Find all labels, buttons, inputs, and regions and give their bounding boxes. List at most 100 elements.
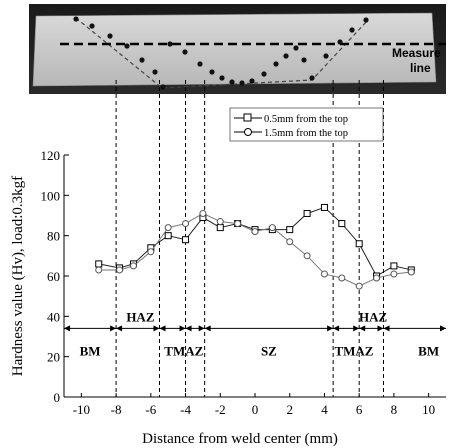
x-tick-label-1: -8 [111, 402, 122, 417]
series-1-point-17 [390, 270, 398, 278]
zone-arrowhead-right-2 [153, 325, 160, 332]
series-1-point-13 [320, 270, 328, 278]
indentation-dot-12 [229, 79, 235, 85]
series-0-point-7 [216, 224, 224, 232]
zone-label-1: HAZ [126, 309, 155, 324]
series-1-point-7 [216, 218, 224, 226]
series-line-1 [98, 212, 412, 287]
series-1-point-16 [373, 274, 381, 282]
series-0-point-13 [320, 203, 328, 211]
zone-arrowhead-right-8 [440, 325, 446, 332]
y-tick-label-4: 80 [47, 229, 60, 244]
series-1-point-15 [355, 282, 363, 290]
indentation-dot-21 [323, 53, 329, 59]
series-1 [95, 209, 415, 290]
indentation-dot-5 [152, 69, 158, 75]
series-1-point-10 [268, 224, 276, 232]
indentation-dot-1 [89, 23, 95, 29]
zone-arrowhead-left-7 [383, 325, 390, 332]
series-1-point-12 [303, 252, 311, 260]
legend-box [229, 107, 384, 142]
legend: 0.5mm from the top 1.5mm from the top [229, 107, 384, 142]
x-tick-label-6: 2 [286, 402, 293, 417]
measure-label-line-1: Measure [392, 46, 441, 60]
indentation-dot-20 [309, 75, 315, 81]
series-1-point-6 [199, 209, 207, 217]
indentation-dot-18 [293, 45, 299, 51]
measure-label-line-2: line [410, 61, 431, 75]
series-0-point-14 [338, 220, 346, 228]
series-1-point-5 [182, 220, 190, 228]
zone-arrowhead-left-6 [359, 325, 366, 332]
indentation-dot-6 [160, 84, 166, 90]
zone-labels: BM HAZ TMAZ SZ TMAZ HAZ BM [80, 309, 440, 358]
series-1-point-4 [164, 224, 172, 232]
y-tick-label-2: 40 [47, 309, 60, 324]
series-0-point-4 [164, 232, 172, 240]
series-1-point-2 [129, 262, 137, 270]
y-tick-label-0: 0 [54, 390, 61, 405]
zone-label-0: BM [80, 344, 101, 359]
indentation-dot-14 [249, 78, 255, 84]
zone-arrowhead-right-1 [110, 325, 117, 332]
indentation-dot-23 [349, 27, 355, 33]
zone-arrowhead-right-5 [327, 325, 334, 332]
zone-arrowhead-left-5 [333, 325, 340, 332]
x-tick-label-3: -4 [180, 402, 191, 417]
zone-arrowhead-right-6 [353, 325, 360, 332]
legend-label-0: 0.5mm from the top [264, 114, 348, 125]
indentation-dot-10 [209, 69, 215, 75]
zone-arrowhead-left-3 [185, 325, 192, 332]
series-0-point-12 [303, 209, 311, 217]
indentation-dot-15 [261, 71, 267, 77]
series-1-point-18 [407, 268, 415, 276]
legend-entry-0: 0.5mm from the top [234, 113, 348, 125]
x-tick-label-10: 10 [422, 402, 435, 417]
x-axis-ticks: -10 -8 -6 -4 -2 0 2 4 6 8 10 [73, 393, 435, 417]
x-tick-label-2: -6 [145, 402, 156, 417]
y-axis-ticks: 0 20 40 60 80 100 120 [41, 148, 69, 405]
series-1-point-9 [251, 228, 259, 236]
series-0-point-5 [182, 236, 190, 244]
indentation-dot-13 [239, 80, 245, 86]
series-0 [95, 203, 415, 280]
series-1-point-1 [116, 266, 124, 274]
zone-arrowhead-left-2 [159, 325, 166, 332]
indentation-dot-24 [363, 17, 369, 23]
series-0-point-11 [286, 226, 294, 234]
series-1-point-11 [286, 238, 294, 246]
indentation-dot-17 [283, 53, 289, 59]
series-1-point-3 [147, 248, 155, 256]
zone-arrowhead-left-4 [204, 325, 211, 332]
legend-entry-1: 1.5mm from the top [234, 128, 348, 139]
x-tick-label-7: 4 [321, 402, 328, 417]
indentation-dot-11 [219, 75, 225, 81]
y-tick-label-3: 60 [47, 269, 60, 284]
indentation-dot-19 [301, 57, 307, 63]
y-axis-title: Hardness value (Hv), load:0.3kgf [10, 176, 26, 376]
weld-macro-photo: Measure line [29, 4, 446, 94]
x-tick-label-0: -10 [73, 402, 90, 417]
zone-arrowhead-left-1 [116, 325, 123, 332]
series-layer [95, 203, 415, 290]
zone-label-2: TMAZ [164, 344, 203, 359]
zone-arrowhead-right-4 [198, 325, 205, 332]
zone-label-6: BM [418, 344, 439, 359]
zone-arrowhead-right-3 [179, 325, 186, 332]
indentation-dots [73, 16, 369, 90]
zone-label-4: TMAZ [334, 344, 373, 359]
indentation-dot-7 [167, 41, 173, 47]
series-1-point-8 [234, 220, 242, 228]
zone-arrowhead-right-7 [377, 325, 384, 332]
indentation-dot-9 [197, 61, 203, 67]
series-1-point-14 [338, 274, 346, 282]
series-0-point-17 [390, 262, 398, 270]
indentation-dot-2 [107, 33, 113, 39]
series-1-point-0 [95, 266, 103, 274]
indentation-dot-4 [139, 57, 145, 63]
nugget-outline [75, 17, 369, 89]
series-0-point-15 [355, 240, 363, 248]
indentation-dot-0 [73, 16, 79, 22]
zone-arrows [64, 325, 446, 332]
